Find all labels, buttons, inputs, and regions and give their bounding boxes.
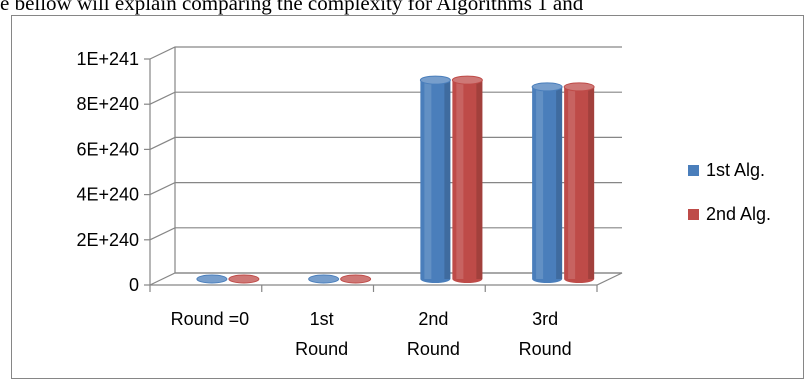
legend-swatch xyxy=(688,165,699,176)
chart-canvas: 0 2E+240 4E+240 6E+240 8E+240 1E+241 Round =0… xyxy=(76,46,771,359)
legend-swatch xyxy=(688,209,699,220)
bar-highlight xyxy=(456,80,464,280)
bar-1st-alg--3 xyxy=(531,82,563,284)
bar-1st-alg--0 xyxy=(196,274,228,284)
y-tick-label: 8E+240 xyxy=(76,94,139,114)
y-tick-label: 1E+241 xyxy=(76,49,139,69)
x-tick-label: Round xyxy=(295,339,348,359)
y-tick-label: 0 xyxy=(129,275,139,295)
bar-2nd-alg--0 xyxy=(228,274,260,284)
bar-top xyxy=(340,274,372,284)
bar-top xyxy=(196,274,228,284)
y-tick-label: 6E+240 xyxy=(76,139,139,159)
bar-top xyxy=(308,274,340,284)
bar-shadow xyxy=(476,80,483,280)
bar-2nd-alg--3 xyxy=(563,82,595,284)
bar-2nd-alg--2 xyxy=(451,75,483,284)
legend-label: 1st Alg. xyxy=(706,160,765,180)
bar-top xyxy=(228,274,260,284)
bar-highlight xyxy=(568,86,576,280)
x-tick-label: 1st xyxy=(310,309,334,329)
x-tick-label: Round xyxy=(407,339,460,359)
chart-bars xyxy=(196,75,595,284)
x-tick-label: 2nd xyxy=(418,309,448,329)
bar-highlight xyxy=(536,86,544,280)
x-tick-label: Round =0 xyxy=(171,309,250,329)
legend-label: 2nd Alg. xyxy=(706,204,771,224)
legend: 1st Alg. 2nd Alg. xyxy=(688,160,771,224)
bar-top xyxy=(531,82,563,92)
chart-frame: 0 2E+240 4E+240 6E+240 8E+240 1E+241 Round =0… xyxy=(11,15,804,379)
gridline xyxy=(149,46,622,60)
bar-top xyxy=(563,82,595,92)
bar-1st-alg--1 xyxy=(308,274,340,284)
bar-shadow xyxy=(556,86,563,280)
bar-2nd-alg--1 xyxy=(340,274,372,284)
bar-top xyxy=(419,75,451,85)
bar-shadow xyxy=(588,86,595,280)
y-tick-label: 2E+240 xyxy=(76,230,139,250)
x-tick-label: 3rd xyxy=(532,309,558,329)
caption-text: e bellow will explain comparing the comp… xyxy=(0,0,584,15)
x-tick-label: Round xyxy=(519,339,572,359)
bar-top xyxy=(451,75,483,85)
bar-highlight xyxy=(424,80,432,280)
bar-1st-alg--2 xyxy=(419,75,451,284)
x-axis-ticks: Round =0 1st Round 2nd Round 3rd Round xyxy=(149,285,598,359)
y-axis-ticks: 0 2E+240 4E+240 6E+240 8E+240 1E+241 xyxy=(76,49,150,295)
bar-shadow xyxy=(444,80,451,280)
y-tick-label: 4E+240 xyxy=(76,185,139,205)
